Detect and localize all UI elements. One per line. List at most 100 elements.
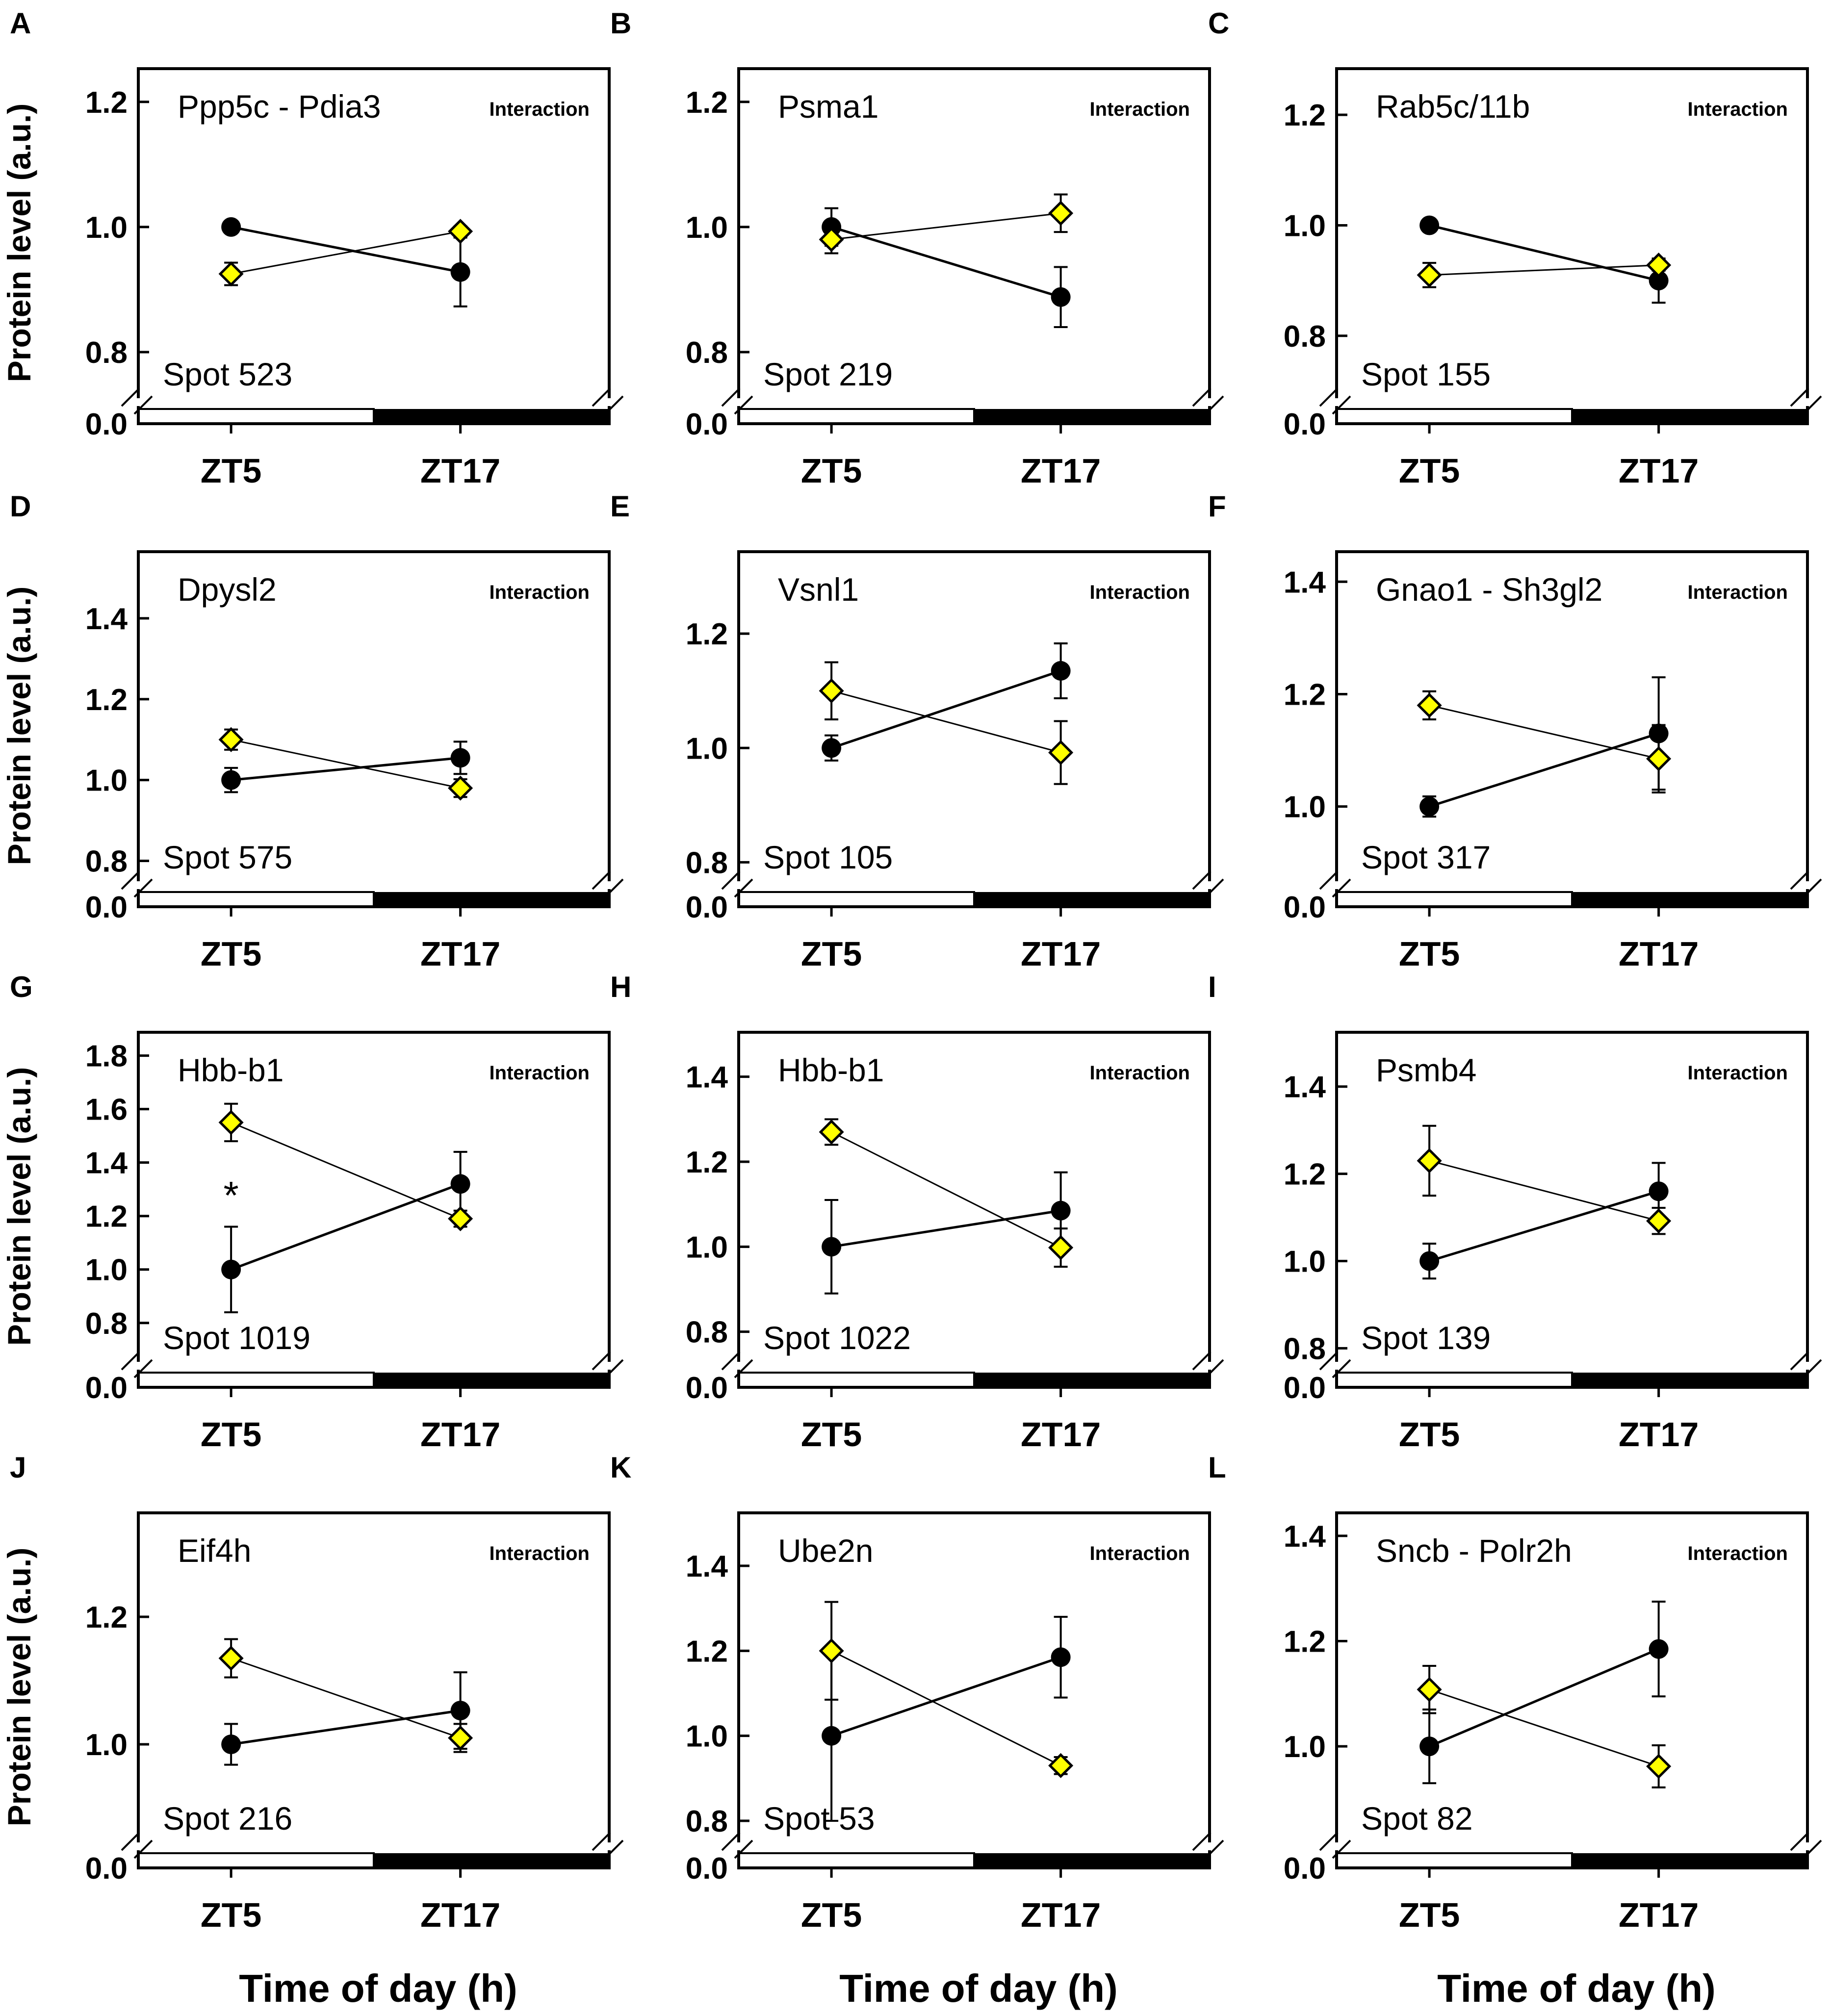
panel-letter: K bbox=[610, 1451, 631, 1484]
x-tick-label: ZT5 bbox=[201, 935, 261, 973]
panel-h: H 1.4 1.2 1.0 0.8 0.0 ZT5 ZT17 Hbb-b1 Interaction… bbox=[610, 970, 1224, 1454]
dark-phase-bar bbox=[374, 409, 609, 424]
axis-break-gap bbox=[1195, 881, 1224, 889]
panel-letter: D bbox=[10, 490, 31, 523]
data-point-diamond bbox=[218, 727, 244, 752]
axis-break-right bbox=[592, 387, 624, 415]
x-tick-label: ZT5 bbox=[1399, 1896, 1460, 1934]
axis-break-gap bbox=[1793, 881, 1822, 889]
y-tick-label-break: 0.0 bbox=[1284, 1852, 1326, 1886]
data-point-diamond bbox=[1048, 1753, 1074, 1778]
series-line bbox=[831, 1131, 1061, 1249]
dark-phase-bar bbox=[974, 1373, 1210, 1387]
plot-frame bbox=[1335, 1511, 1809, 1869]
data-point-circle bbox=[450, 1174, 470, 1194]
plot-frame bbox=[1335, 550, 1809, 908]
interaction-label: Interaction bbox=[1090, 1062, 1190, 1084]
protein-name: Psmb4 bbox=[1376, 1052, 1476, 1088]
panel-k: K 1.4 1.2 1.0 0.8 0.0 ZT5 ZT17 Ube2n Interaction S… bbox=[610, 1451, 1224, 1934]
axis-break-stroke bbox=[604, 395, 624, 415]
axis-break-stroke bbox=[1319, 387, 1339, 407]
interaction-label: Interaction bbox=[1688, 1543, 1788, 1564]
light-phase-bar bbox=[738, 408, 975, 425]
y-tick-label: 0.8 bbox=[85, 1307, 128, 1341]
axis-break-stroke bbox=[1803, 1839, 1822, 1859]
axis-break-gap bbox=[1793, 1362, 1822, 1370]
axis-break-gap bbox=[724, 1842, 753, 1850]
axis-break-right bbox=[592, 1832, 624, 1859]
axis-break-right bbox=[1790, 1832, 1822, 1859]
y-tick-label-break: 0.0 bbox=[1284, 408, 1326, 441]
axis-break-stroke bbox=[1790, 1832, 1809, 1851]
axis-break-stroke bbox=[1332, 1839, 1351, 1859]
spot-label: Spot 523 bbox=[163, 356, 292, 392]
axis-break-stroke bbox=[1192, 387, 1212, 407]
axis-break-stroke bbox=[604, 1839, 624, 1859]
x-tick-label: ZT5 bbox=[1399, 1415, 1460, 1454]
axis-break-stroke bbox=[1319, 1351, 1339, 1371]
y-tick-label: 0.8 bbox=[686, 336, 728, 370]
y-tick-label: 1.4 bbox=[85, 1147, 128, 1180]
axis-break-stroke bbox=[721, 1351, 741, 1371]
x-tick-label: ZT5 bbox=[801, 452, 862, 490]
protein-name: Ppp5c - Pdia3 bbox=[178, 88, 381, 125]
spot-label: Spot 216 bbox=[163, 1800, 292, 1837]
x-tick-label: ZT17 bbox=[1021, 935, 1101, 973]
data-point-diamond bbox=[448, 775, 473, 801]
axis-break-stroke bbox=[133, 1359, 153, 1378]
panel-letter: I bbox=[1208, 970, 1216, 1003]
panel-l: L 1.4 1.2 1.0 0.0 ZT5 ZT17 Sncb - Polr2h Interac… bbox=[1208, 1451, 1822, 1934]
light-phase-bar bbox=[137, 891, 375, 908]
series-black bbox=[822, 642, 1071, 762]
axis-break-stroke bbox=[721, 387, 741, 407]
axis-break-right bbox=[592, 870, 624, 898]
series-yellow bbox=[1417, 690, 1672, 793]
data-point-circle bbox=[1649, 1639, 1669, 1659]
data-point-diamond bbox=[819, 678, 844, 704]
data-point-circle bbox=[1419, 796, 1440, 817]
y-tick-label: 1.0 bbox=[1284, 1730, 1326, 1764]
axis-break-right bbox=[1192, 1351, 1224, 1378]
spot-label: Spot 82 bbox=[1361, 1800, 1473, 1837]
axis-break-stroke bbox=[721, 1832, 741, 1851]
data-point-circle bbox=[1419, 1251, 1440, 1271]
series-line bbox=[1429, 264, 1659, 276]
series-yellow bbox=[218, 219, 473, 287]
dark-phase-bar bbox=[374, 1853, 609, 1868]
y-tick-label: 1.2 bbox=[1284, 1625, 1326, 1659]
axis-break-stroke bbox=[121, 387, 140, 407]
data-point-circle bbox=[1051, 661, 1071, 681]
y-tick-label: 1.2 bbox=[1284, 1158, 1326, 1192]
series-line bbox=[231, 756, 461, 782]
axis-break-stroke bbox=[604, 878, 624, 898]
axis-break-stroke bbox=[1319, 1832, 1339, 1851]
spot-label: Spot 1022 bbox=[763, 1320, 911, 1356]
data-point-circle bbox=[450, 262, 470, 282]
data-point-diamond bbox=[1048, 201, 1074, 226]
plot-frame bbox=[137, 1511, 611, 1869]
axis-break-stroke bbox=[1803, 1359, 1822, 1378]
series-line bbox=[1429, 1190, 1659, 1262]
light-phase-bar bbox=[738, 891, 975, 908]
axis-break-stroke bbox=[121, 870, 140, 890]
light-phase-bar bbox=[137, 1852, 375, 1869]
dark-phase-bar bbox=[1572, 892, 1807, 907]
data-point-circle bbox=[1051, 1647, 1071, 1667]
series-black bbox=[1419, 676, 1669, 818]
axis-break-left bbox=[1319, 1832, 1351, 1859]
series-line bbox=[231, 739, 461, 789]
dark-phase-bar bbox=[974, 1853, 1210, 1868]
y-tick-label-break: 0.0 bbox=[1284, 891, 1326, 924]
series-yellow bbox=[218, 1638, 473, 1753]
interaction-label: Interaction bbox=[490, 582, 590, 603]
light-phase-bar bbox=[1336, 1852, 1573, 1869]
y-tick-label: 0.8 bbox=[85, 336, 128, 370]
axis-break-right bbox=[1790, 870, 1822, 898]
axis-break-stroke bbox=[133, 1839, 153, 1859]
series-black bbox=[1419, 215, 1669, 304]
y-tick-label: 1.2 bbox=[686, 617, 728, 651]
y-tick-label: 1.0 bbox=[686, 732, 728, 766]
x-tick-label: ZT17 bbox=[420, 1896, 500, 1934]
x-tick-label: ZT17 bbox=[1619, 1415, 1699, 1454]
y-tick-label: 0.8 bbox=[1284, 320, 1326, 354]
